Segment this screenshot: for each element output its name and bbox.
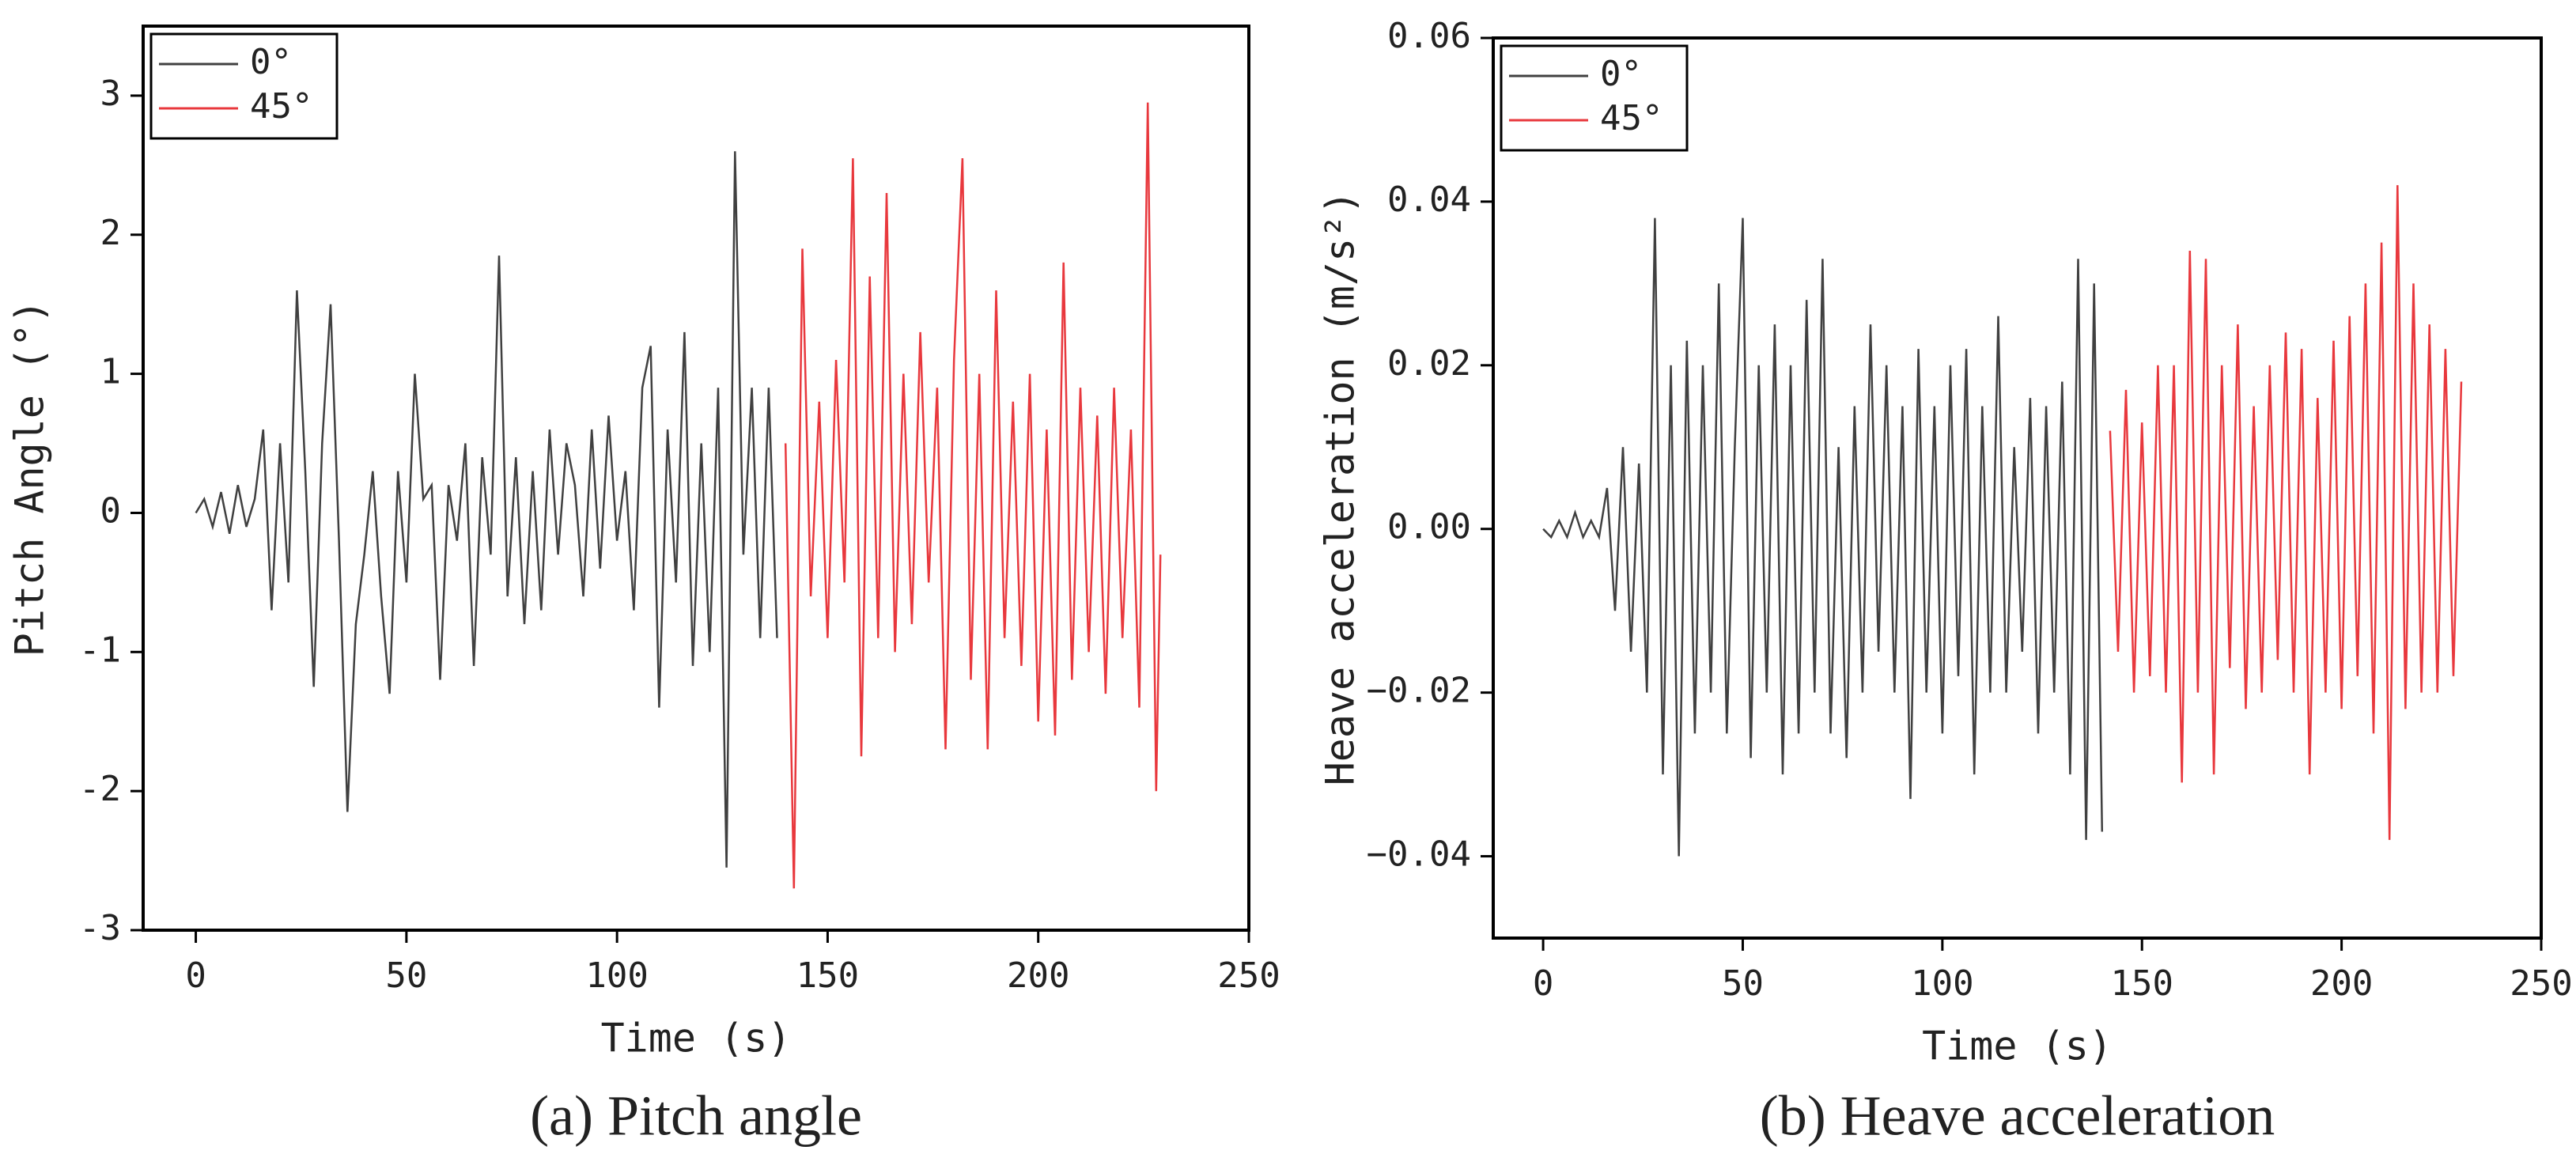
x-tick-label: 250 (2510, 963, 2572, 1004)
x-tick-label: 100 (1911, 963, 1973, 1004)
data-line (195, 151, 778, 868)
y-tick-label: 0.00 (1387, 507, 1471, 547)
y-axis-title: Heave acceleration (m/s²) (1318, 191, 1364, 786)
x-tick-label: 150 (796, 955, 859, 996)
caption: (b) Heave acceleration (1760, 1084, 2275, 1148)
x-tick-label: 150 (2110, 963, 2173, 1004)
data-line (1542, 218, 2104, 857)
x-axis-title: Time (s) (601, 1016, 792, 1061)
x-tick-label: 0 (185, 955, 206, 996)
y-tick-label: -1 (79, 630, 121, 670)
legend-label: 45° (250, 86, 312, 127)
x-tick-label: 50 (385, 955, 427, 996)
data-line (2109, 185, 2463, 840)
legend-box (1500, 44, 1689, 152)
x-axis-title: Time (s) (1922, 1024, 2113, 1069)
y-axis-title: Pitch Angle (°) (7, 300, 53, 657)
y-tick-label: -2 (79, 769, 121, 809)
legend-label: 0° (250, 42, 292, 82)
y-tick-label: 1 (100, 352, 122, 392)
y-tick-label: 0.02 (1387, 343, 1471, 384)
data-line (784, 102, 1162, 889)
x-tick-label: 100 (585, 955, 648, 996)
y-tick-label: 3 (100, 74, 122, 114)
y-tick-label: -3 (79, 908, 121, 948)
plot-frame (1492, 36, 2543, 940)
x-tick-label: 250 (1217, 955, 1280, 996)
x-tick-label: 200 (2310, 963, 2373, 1004)
caption: (a) Pitch angle (530, 1084, 862, 1148)
x-tick-label: 200 (1007, 955, 1069, 996)
legend-box (149, 32, 339, 140)
y-tick-label: 0.04 (1387, 180, 1471, 220)
x-tick-label: 0 (1533, 963, 1554, 1004)
x-tick-label: 50 (1722, 963, 1764, 1004)
y-tick-label: 0.06 (1387, 16, 1471, 56)
y-tick-label: −0.04 (1367, 834, 1471, 875)
plot-frame (142, 25, 1250, 932)
legend-label: 0° (1600, 54, 1642, 94)
legend-label: 45° (1600, 98, 1662, 138)
y-tick-label: 0 (100, 490, 122, 531)
y-tick-label: −0.02 (1367, 671, 1471, 711)
y-tick-label: 2 (100, 213, 122, 253)
